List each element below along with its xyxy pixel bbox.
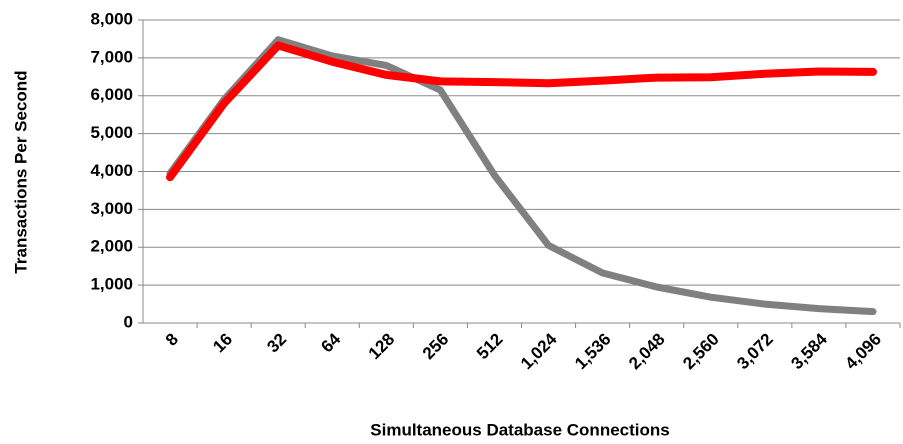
x-tick-label: 128 bbox=[365, 330, 398, 363]
y-tick-label: 5,000 bbox=[90, 123, 133, 142]
x-tick-label: 256 bbox=[419, 330, 452, 363]
x-tick-label: 2,048 bbox=[625, 330, 669, 374]
x-tick-label: 512 bbox=[473, 330, 506, 363]
y-tick-label: 2,000 bbox=[90, 237, 133, 256]
x-tick-label: 8 bbox=[162, 330, 182, 350]
x-tick-label: 1,024 bbox=[517, 329, 561, 373]
y-axis-title: Transactions Per Second bbox=[11, 70, 30, 273]
x-tick-label: 4,096 bbox=[841, 330, 885, 374]
x-tick-label: 64 bbox=[317, 329, 344, 356]
y-tick-label: 7,000 bbox=[90, 47, 133, 66]
x-tick-label: 3,584 bbox=[787, 329, 831, 373]
x-tick-label: 32 bbox=[263, 330, 290, 357]
y-tick-label: 6,000 bbox=[90, 85, 133, 104]
x-tick-label: 1,536 bbox=[571, 330, 615, 374]
series-line bbox=[166, 41, 877, 182]
y-tick-label: 0 bbox=[124, 312, 133, 331]
y-tick-label: 3,000 bbox=[90, 199, 133, 218]
x-tick-label: 16 bbox=[209, 330, 236, 357]
x-tick-label: 3,072 bbox=[733, 330, 777, 374]
x-tick-label: 2,560 bbox=[679, 330, 723, 374]
x-axis-title: Simultaneous Database Connections bbox=[370, 420, 669, 439]
series-line bbox=[166, 36, 877, 316]
y-tick-label: 4,000 bbox=[90, 161, 133, 180]
y-tick-label: 8,000 bbox=[90, 9, 133, 28]
y-tick-label: 1,000 bbox=[90, 275, 133, 294]
